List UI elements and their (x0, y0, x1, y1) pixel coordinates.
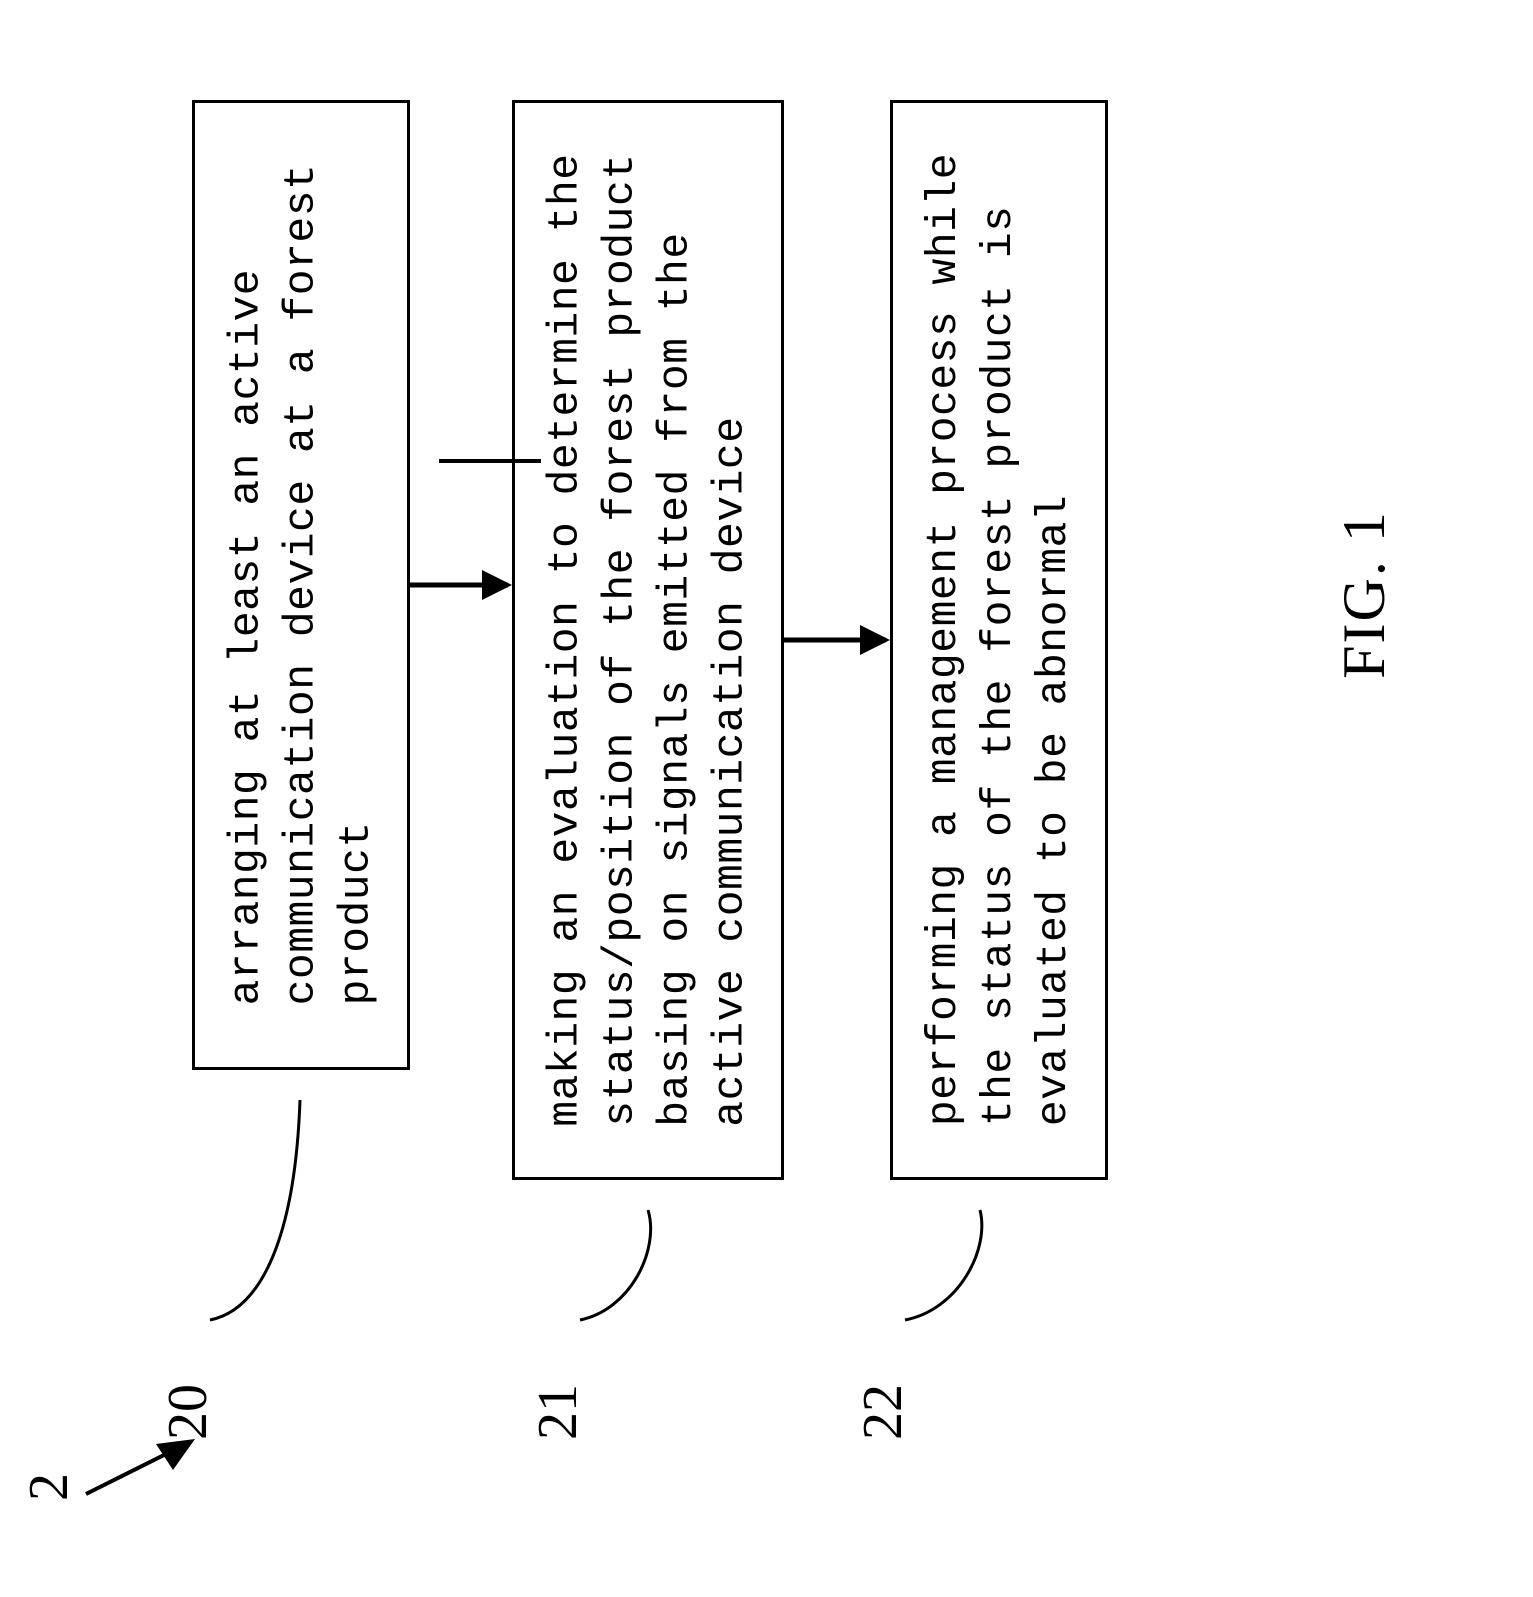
leader-21 (580, 1210, 651, 1320)
flow-node-20-text: arranging at least an active communicati… (218, 164, 383, 1006)
flow-arrow-2 (784, 625, 890, 655)
flow-node-22-text: performing a management process while th… (916, 153, 1081, 1126)
leader-20 (210, 1100, 300, 1320)
figure-canvas: arranging at least an active communicati… (0, 0, 1533, 1597)
ref-label-20: 20 (156, 1384, 220, 1440)
figure-caption: FIG. 1 (1330, 510, 1399, 679)
overall-arrow (86, 1439, 195, 1494)
leader-22 (905, 1210, 982, 1320)
ref-label-overall: 2 (17, 1473, 81, 1501)
flow-node-21: making an evaluation to determine the st… (512, 100, 784, 1180)
flow-node-22: performing a management process while th… (890, 100, 1108, 1180)
ref-label-21: 21 (526, 1384, 590, 1440)
flow-arrow-1 (410, 570, 512, 600)
flow-node-21-text: making an evaluation to determine the st… (538, 153, 758, 1126)
flow-node-20: arranging at least an active communicati… (192, 100, 410, 1070)
ref-label-22: 22 (851, 1384, 915, 1440)
